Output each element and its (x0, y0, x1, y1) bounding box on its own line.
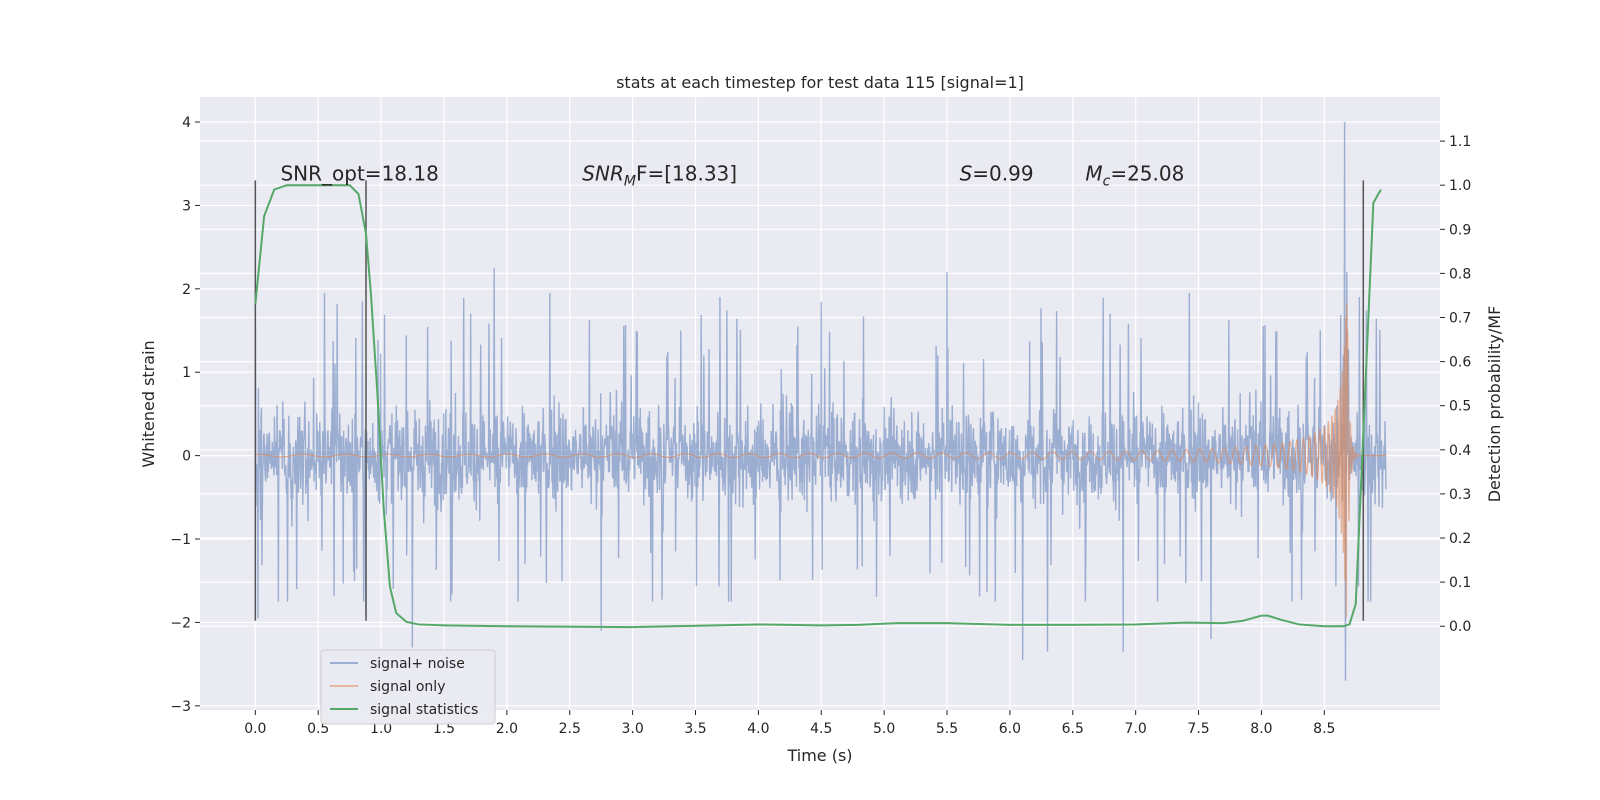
y-right-tick-label-6: 0.6 (1449, 355, 1471, 371)
annotation-1-sub: M (624, 173, 636, 189)
legend-label-signal-statistics: signal statistics (370, 702, 478, 718)
y-right-tick-label-3: 0.3 (1449, 487, 1471, 503)
y-right-tick-label-2: 0.2 (1449, 531, 1471, 547)
annotation-3: Mc=25.08 (1085, 161, 1184, 189)
x-tick-label-2: 1.0 (370, 721, 392, 737)
y-right-tick-label-0: 0.0 (1449, 619, 1471, 635)
x-tick-label-4: 2.0 (496, 721, 518, 737)
annotation-3-main: M (1085, 161, 1102, 185)
y-axis-label-right: Detection probability/MF (1485, 306, 1504, 503)
y-tick-label-0: −3 (170, 699, 191, 715)
x-tick-label-14: 7.0 (1125, 721, 1147, 737)
annotation-0: SNR_opt=18.18 (280, 161, 438, 185)
annotation-3-rest: =25.08 (1110, 161, 1184, 185)
legend-label-signal-plus-noise: signal+ noise (370, 656, 465, 672)
y-tick-label-3: 0 (182, 449, 191, 465)
x-tick-label-5: 2.5 (559, 721, 581, 737)
annotation-3-sub: c (1103, 173, 1111, 189)
signal-plus-noise-line (254, 122, 1387, 681)
annotation-1: SNRMF=[18.33] (582, 161, 737, 189)
y-right-tick-label-7: 0.7 (1449, 311, 1471, 327)
y-right-tick-label-5: 0.5 (1449, 399, 1471, 415)
x-tick-label-15: 7.5 (1187, 721, 1209, 737)
annotation-2-rest: =0.99 (972, 161, 1033, 185)
x-tick-label-8: 4.0 (747, 721, 769, 737)
annotation-1-rest: F=[18.33] (636, 161, 737, 185)
y-tick-label-2: −1 (170, 532, 191, 548)
x-tick-label-7: 3.5 (684, 721, 706, 737)
series-signal-plus-noise (254, 122, 1387, 681)
y-right-tick-label-11: 1.1 (1449, 134, 1471, 150)
y-axis-label-left: Whitened strain (139, 340, 158, 467)
y-tick-label-6: 3 (182, 198, 191, 214)
x-tick-label-0: 0.0 (244, 721, 266, 737)
signal-only-line (255, 303, 1386, 618)
annotation-0-main: SNR_opt=18.18 (280, 161, 438, 185)
y-tick-label-4: 1 (182, 365, 191, 381)
y-right-tick-label-9: 0.9 (1449, 222, 1471, 238)
y-tick-label-1: −2 (170, 615, 191, 631)
x-tick-label-1: 0.5 (307, 721, 329, 737)
y-tick-label-5: 2 (182, 282, 191, 298)
y-right-tick-label-4: 0.4 (1449, 443, 1471, 459)
signal-statistics-line (254, 184, 1382, 629)
annotation-2: S=0.99 (960, 161, 1034, 185)
grid (200, 97, 1440, 710)
y-tick-label-7: 4 (182, 115, 191, 131)
axes: 0.0 0.5 1.0 1.5 2.0 2.5 3.0 3.5 4.0 4.5 5.0 5.5 6.0 6… (170, 115, 1471, 737)
x-tick-label-3: 1.5 (433, 721, 455, 737)
annotations: SNR_opt=18.18 SNRMF=[18.33] S=0.99 Mc=25.08 (280, 161, 1184, 189)
y-right-tick-label-1: 0.1 (1449, 575, 1471, 591)
y-right-tick-label-8: 0.8 (1449, 266, 1471, 282)
series-signal-statistics (254, 184, 1382, 629)
annotation-1-main: SNR (582, 161, 624, 185)
legend-label-signal-only: signal only (370, 679, 445, 695)
legend: signal+ noise signal only signal statist… (320, 649, 496, 725)
legend-box (320, 649, 496, 725)
annotation-2-main: S (960, 161, 973, 185)
x-tick-label-11: 5.5 (936, 721, 958, 737)
x-axis-label: Time (s) (786, 746, 852, 765)
x-tick-label-13: 6.5 (1062, 721, 1084, 737)
x-tick-label-12: 6.0 (999, 721, 1021, 737)
x-tick-label-6: 3.0 (621, 721, 643, 737)
vertical-markers (254, 180, 1365, 621)
x-tick-label-9: 4.5 (810, 721, 832, 737)
x-tick-label-17: 8.5 (1313, 721, 1335, 737)
x-tick-label-16: 8.0 (1250, 721, 1272, 737)
series-signal-only (255, 303, 1386, 618)
chart-title: stats at each timestep for test data 115… (616, 73, 1024, 92)
y-right-tick-label-10: 1.0 (1449, 178, 1471, 194)
x-tick-label-10: 5.0 (873, 721, 895, 737)
